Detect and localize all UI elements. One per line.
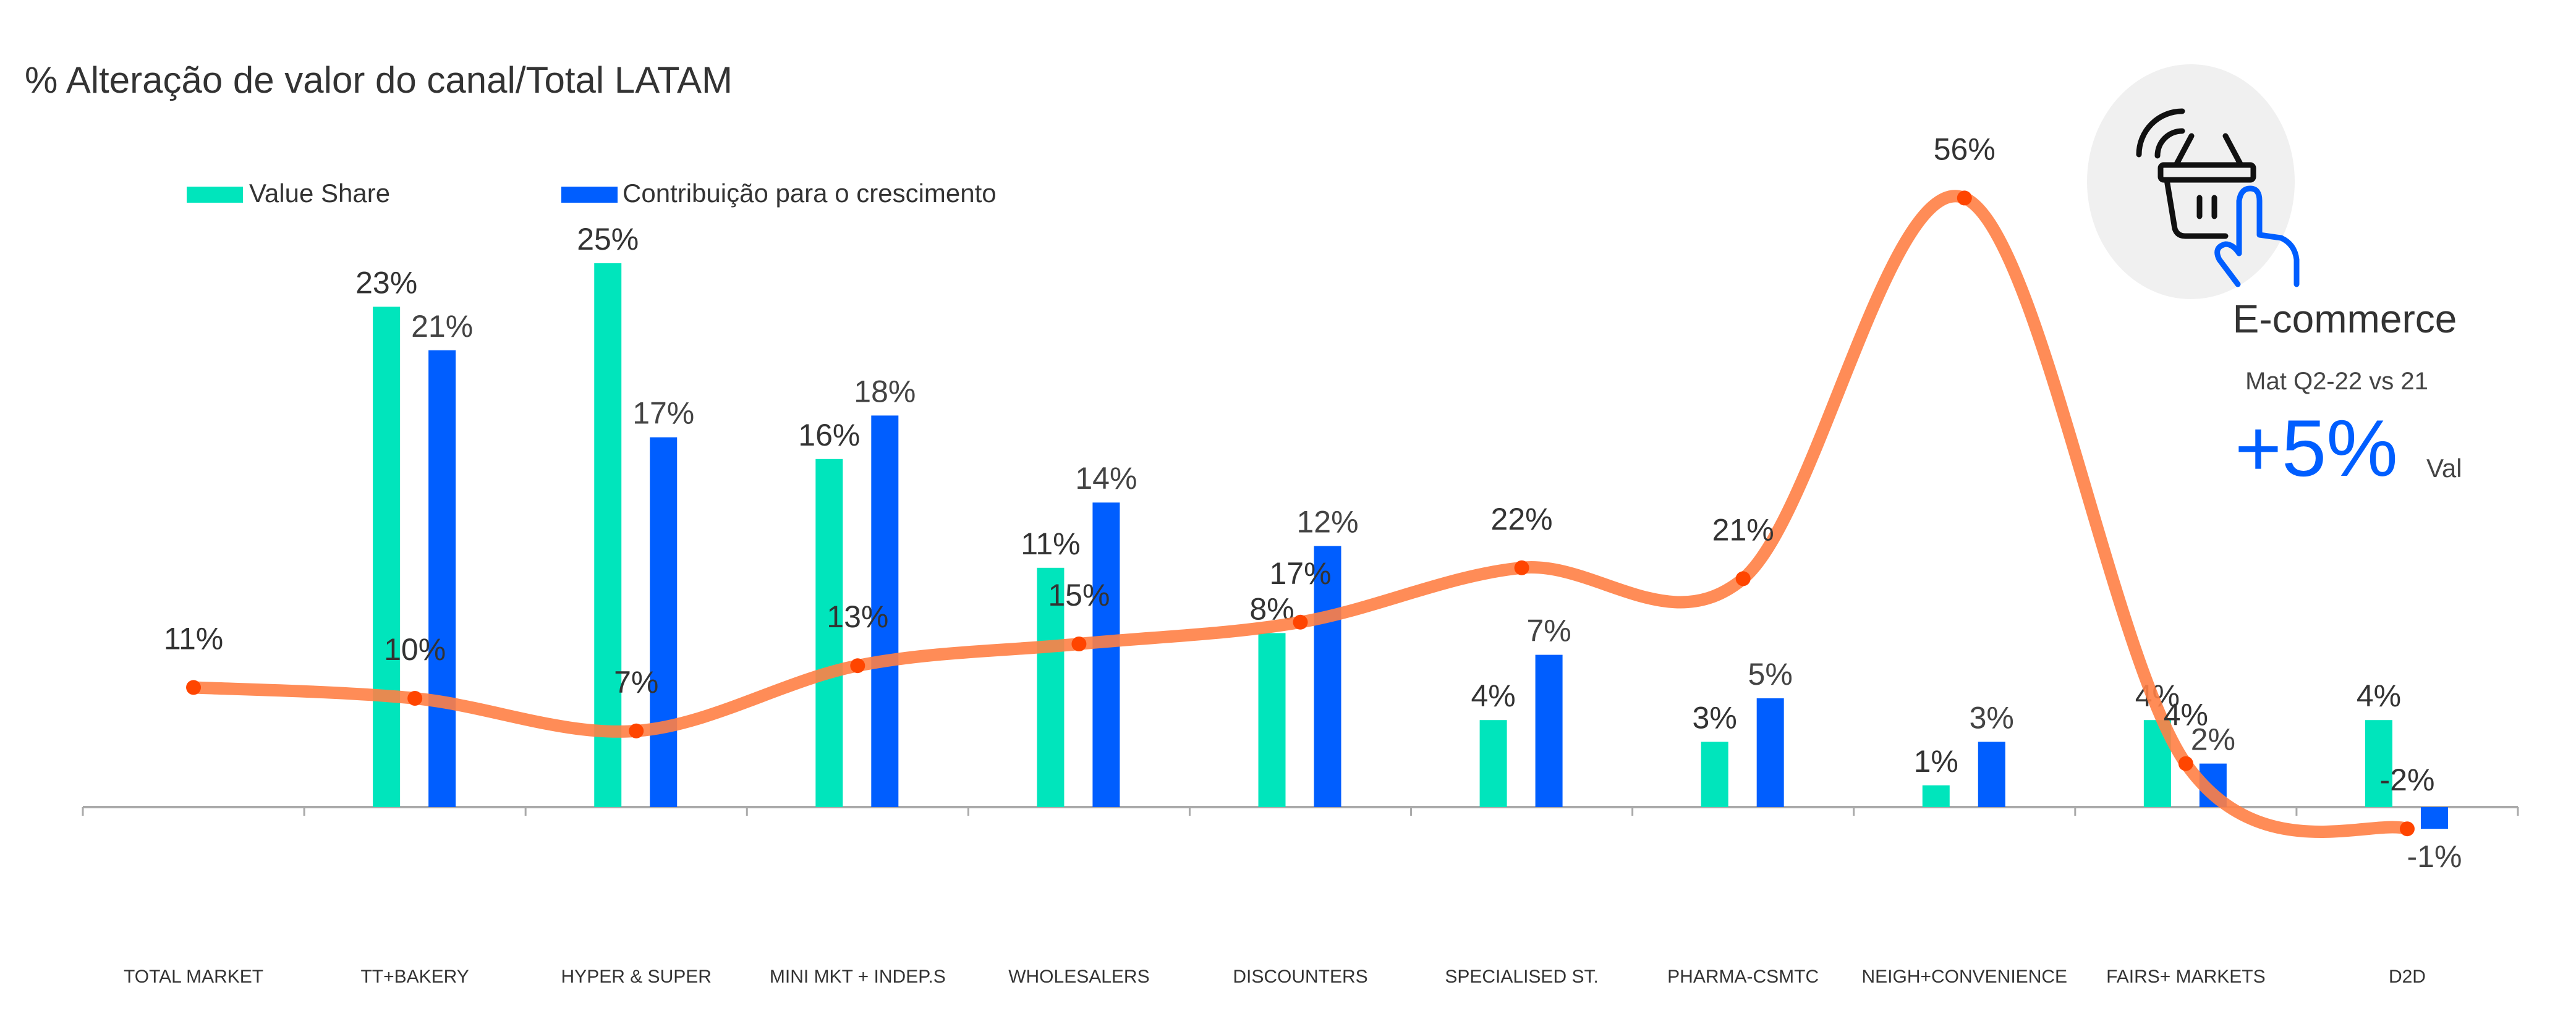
growth-point xyxy=(407,691,423,706)
bar-value-share xyxy=(815,459,843,807)
bar-value-share xyxy=(1479,720,1507,807)
bar-value-share-label: 3% xyxy=(1693,700,1737,735)
x-tick-label: TOTAL MARKET xyxy=(124,967,263,987)
bar-contribution-label: 14% xyxy=(1075,461,1137,496)
growth-point xyxy=(629,723,644,738)
bar-contribution xyxy=(871,415,899,807)
x-tick-label: WHOLESALERS xyxy=(1008,967,1149,987)
growth-point xyxy=(1514,560,1529,575)
bar-contribution-label: 12% xyxy=(1296,505,1358,540)
ecommerce-callout: E-commerce Mat Q2-22 vs 21 +5% Val xyxy=(2087,64,2462,493)
callout-unit: Val xyxy=(2426,454,2462,483)
bar-value-share-label: 16% xyxy=(798,418,860,452)
bar-contribution-label: -1% xyxy=(2407,839,2462,874)
x-tick-label: HYPER & SUPER xyxy=(561,967,712,987)
bar-value-share-label: 4% xyxy=(2357,679,2401,713)
bar-contribution xyxy=(1092,502,1120,807)
bar-contribution-label: 18% xyxy=(854,374,916,408)
legend-swatch-contribution xyxy=(561,187,618,203)
bar-value-share xyxy=(1922,785,1950,807)
legend-label-value-share: Value Share xyxy=(249,179,390,208)
bar-contribution-label: 3% xyxy=(1970,700,2014,735)
legend-swatch-value-share xyxy=(187,187,243,203)
x-tick-label: TT+BAKERY xyxy=(360,967,469,987)
x-tick-label: PHARMA-CSMTC xyxy=(1667,967,1819,987)
bar-contribution xyxy=(1756,698,1784,807)
growth-point xyxy=(850,658,865,674)
growth-point-label: 11% xyxy=(164,621,223,656)
bar-contribution-label: 5% xyxy=(1748,657,1793,692)
bar-contribution-label: 21% xyxy=(411,309,473,344)
plot-area: TOTAL MARKET TT+BAKERY HYPER & SUPER MINI M… xyxy=(82,132,2519,987)
callout-value: +5% xyxy=(2235,403,2398,493)
growth-point xyxy=(1957,190,1972,206)
growth-line xyxy=(187,190,2413,838)
growth-point xyxy=(1293,614,1308,630)
bar-value-share xyxy=(594,263,622,807)
growth-point-label: 7% xyxy=(614,665,658,700)
bar-contribution xyxy=(650,437,678,807)
growth-point xyxy=(2399,821,2415,837)
growth-point-label: 15% xyxy=(1048,578,1110,612)
x-tick-label: DISCOUNTERS xyxy=(1233,967,1367,987)
bar-value-share xyxy=(373,307,401,807)
growth-point-label: 10% xyxy=(384,632,446,667)
bar-value-share xyxy=(1258,633,1286,807)
chart-title: % Alteração de valor do canal/Total LATA… xyxy=(25,59,733,101)
bar-contribution xyxy=(2420,807,2448,829)
bar-contribution-label: 17% xyxy=(632,396,694,431)
growth-point xyxy=(1735,571,1751,586)
bar-value-share xyxy=(1701,742,1728,807)
growth-point-label: 22% xyxy=(1491,502,1553,536)
growth-point-label: 4% xyxy=(2164,698,2208,732)
bar-contribution-label: 2% xyxy=(2191,722,2235,757)
bar-value-share-label: 11% xyxy=(1021,527,1080,561)
legend-label-contribution: Contribuição para o crescimento xyxy=(623,179,997,208)
bar-contribution xyxy=(1978,742,2005,807)
bar-value-share-label: 23% xyxy=(355,265,417,300)
bar-contribution xyxy=(1314,546,1341,807)
growth-point-label: 56% xyxy=(1934,132,1996,166)
bar-value-share xyxy=(2365,720,2392,807)
growth-point xyxy=(2178,756,2193,771)
x-tick-label: SPECIALISED ST. xyxy=(1445,967,1598,987)
growth-point xyxy=(186,680,202,695)
bar-value-share-label: 1% xyxy=(1914,744,1958,779)
callout-title: E-commerce xyxy=(2233,297,2457,341)
x-tick-label: D2D xyxy=(2389,967,2426,987)
bar-contribution-label: 7% xyxy=(1526,614,1571,648)
bar-contribution xyxy=(1535,654,1563,807)
growth-point-label: 13% xyxy=(827,599,888,634)
x-tick-label: MINI MKT + INDEP.S xyxy=(770,967,946,987)
x-tick-label: NEIGH+CONVENIENCE xyxy=(1861,967,2067,987)
bar-value-share-label: 25% xyxy=(577,222,639,256)
callout-period: Mat Q2-22 vs 21 xyxy=(2245,368,2428,395)
bar-value-share-label: 4% xyxy=(1471,679,1515,713)
shopping-basket-tap-icon xyxy=(2136,108,2300,287)
growth-point-label: -2% xyxy=(2379,763,2434,797)
bar-value-share xyxy=(1037,567,1065,807)
legend: Value Share Contribuição para o crescime… xyxy=(187,179,997,208)
x-tick-label: FAIRS+ MARKETS xyxy=(2106,967,2266,987)
bar-contribution xyxy=(428,350,456,807)
growth-point xyxy=(1071,637,1087,651)
growth-point-label: 17% xyxy=(1269,556,1331,591)
growth-point-label: 21% xyxy=(1712,512,1774,547)
